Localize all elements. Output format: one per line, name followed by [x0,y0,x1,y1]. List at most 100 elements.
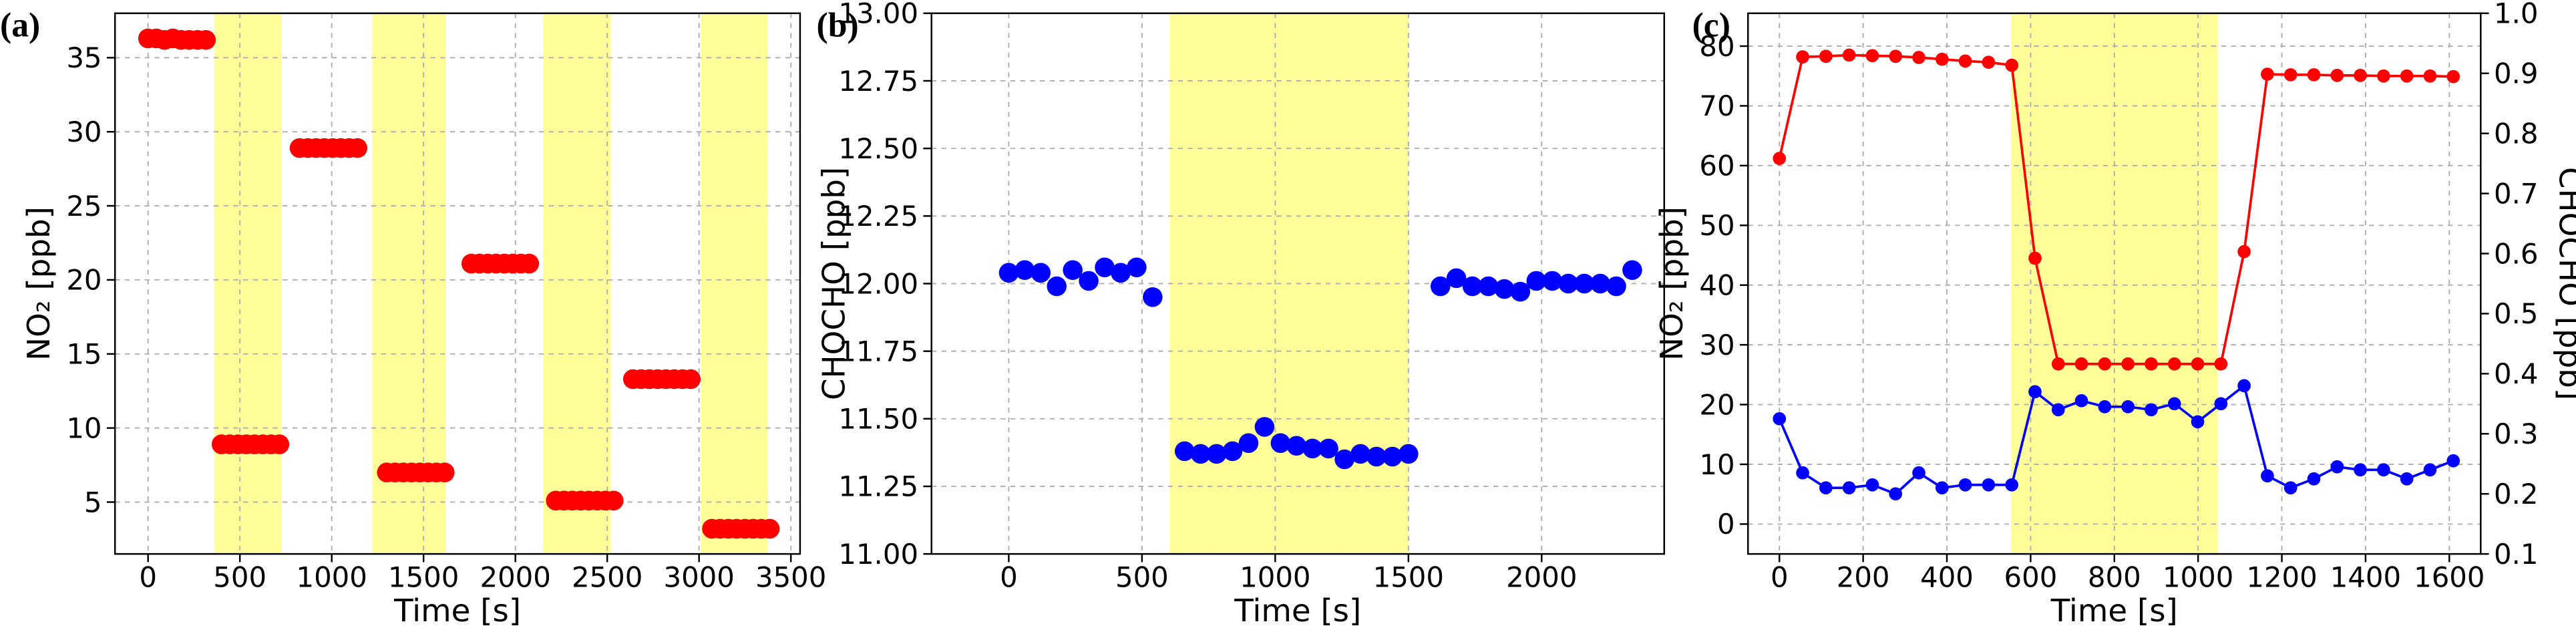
point [435,462,455,482]
point [2423,463,2437,477]
point [2330,460,2344,474]
y2-axis-title: CHOCHO [ppb] [2551,167,2576,400]
y2-tick-label: 0.6 [2494,237,2538,270]
x-tick-label: 2000 [1506,561,1577,593]
y-tick-label: 13.00 [838,0,918,30]
y-tick-label: 20 [1699,388,1734,421]
point [2214,357,2228,371]
x-tick-label: 600 [2004,561,2058,593]
point [1958,478,1972,492]
x-tick-label: 500 [1115,561,1169,593]
y-tick-label: 10 [1699,448,1734,481]
x-tick-label: 1500 [1373,561,1444,593]
point [2354,463,2367,477]
x-axis-title: Time [s] [2050,593,2178,628]
y-tick-label: 12.50 [838,132,918,165]
point [1063,260,1083,281]
point [2446,454,2460,468]
point [1446,268,1467,289]
point [1590,273,1610,294]
point [2167,357,2181,371]
y2-tick-label: 0.5 [2494,297,2538,330]
point [269,434,290,454]
point [1982,55,1996,69]
y-tick-label: 20 [66,264,102,297]
point [1031,263,1051,283]
y-tick-label: 11.25 [838,470,918,503]
point [1302,438,1322,459]
y-tick-label: 10 [66,412,102,444]
point [1622,260,1642,281]
point [1143,287,1163,307]
x-tick-label: 2500 [572,561,642,593]
point [2446,69,2460,84]
y2-tick-label: 0.1 [2494,538,2538,571]
point [2283,481,2297,495]
panel-label: (b) [817,6,859,44]
x-tick-label: 500 [213,561,266,593]
point [2330,69,2344,82]
point [1174,441,1195,462]
y-axis-title: CHOCHO [ppb] [816,167,852,400]
point [1383,446,1403,467]
point [998,263,1019,283]
y-tick-label: 60 [1699,150,1734,182]
point [2074,357,2088,371]
point [2354,69,2367,82]
shaded-span [542,13,611,555]
point [1206,444,1227,464]
shaded-span [701,13,768,555]
point [2237,379,2251,393]
x-tick-label: 200 [1837,561,1890,593]
point [1558,273,1578,294]
plot-frame [930,12,1666,555]
point [1935,481,1949,495]
point [2074,394,2088,408]
point [1510,281,1531,302]
x-tick-label: 1000 [2163,561,2233,593]
point [1047,276,1067,297]
y2-tick-label: 0.2 [2494,478,2538,510]
point [1796,466,1809,480]
point [1494,279,1515,299]
point [1819,481,1833,495]
point [2191,415,2205,429]
point [1912,466,1925,480]
point [1842,481,1856,495]
x-tick-label: 1400 [2330,561,2401,593]
point [1430,276,1451,297]
y2-tick-label: 0.8 [2494,117,2538,150]
y-tick-label: 50 [1699,209,1734,242]
point [2237,245,2251,259]
y-tick-label: 11.00 [838,538,918,571]
point [2145,403,2158,417]
point [1478,276,1499,297]
point [2167,397,2181,411]
point [2261,67,2274,81]
point [2283,68,2297,82]
point [1773,152,1787,165]
y-tick-label: 12.25 [838,200,918,232]
point [2377,463,2390,477]
x-axis-title: Time [s] [1234,593,1361,628]
point [2400,69,2414,83]
x-tick-label: 3000 [663,561,734,593]
point [1334,449,1354,470]
y-tick-label: 30 [1699,329,1734,361]
y-tick-label: 30 [66,116,102,148]
panel-label: (c) [1692,6,1730,44]
point [2214,397,2228,411]
y2-tick-label: 0.3 [2494,418,2538,450]
point [1982,478,1996,492]
y-axis-title: NO₂ [ppb] [21,206,57,361]
point [1366,446,1387,467]
y-tick-label: 70 [1699,90,1734,122]
point [196,30,216,50]
point [1270,433,1291,453]
point [1238,433,1259,453]
point [2051,403,2065,417]
point [2098,400,2112,414]
x-tick-label: 1600 [2414,561,2485,593]
